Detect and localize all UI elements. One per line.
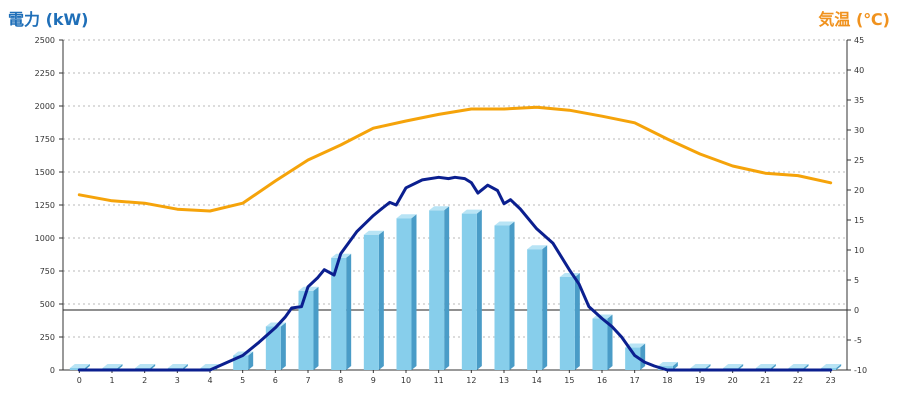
x-tick-label: 11 (434, 376, 444, 385)
x-tick-label: 22 (793, 376, 803, 385)
bar-top (821, 364, 842, 369)
bar-top (396, 214, 417, 219)
bar (527, 249, 543, 370)
bar (265, 326, 281, 370)
bar (461, 213, 477, 370)
bar-side (248, 351, 254, 370)
left-tick-label: 250 (40, 333, 55, 342)
bar (494, 225, 510, 370)
right-axis-title: 気温 (℃) (818, 10, 890, 29)
x-tick-label: 1 (109, 376, 114, 385)
bar (625, 347, 641, 370)
left-tick-label: 1250 (35, 201, 55, 210)
left-tick-label: 2000 (35, 102, 55, 111)
bar-top (690, 364, 711, 369)
bar (429, 210, 445, 370)
bar-side (313, 286, 319, 370)
x-tick-label: 3 (175, 376, 180, 385)
x-tick-label: 7 (305, 376, 310, 385)
x-tick-label: 5 (240, 376, 245, 385)
x-tick-label: 13 (499, 376, 509, 385)
bar-top (102, 364, 123, 369)
bar-top (723, 364, 744, 369)
bar-top (527, 245, 548, 250)
bar-side (509, 221, 515, 370)
right-tick-label: 30 (854, 126, 864, 135)
bar-top (494, 221, 515, 226)
x-tick-label: 6 (273, 376, 278, 385)
right-tick-label: 45 (854, 36, 864, 45)
bar (396, 218, 412, 370)
power-line (77, 175, 833, 372)
x-tick-label: 16 (597, 376, 607, 385)
bar-side (607, 314, 613, 370)
bar-side (640, 343, 646, 370)
x-tick-label: 10 (401, 376, 411, 385)
right-tick-label: 5 (854, 276, 859, 285)
x-tick-label: 0 (77, 376, 82, 385)
right-tick-label: 20 (854, 186, 864, 195)
x-tick-label: 23 (826, 376, 836, 385)
right-tick-label: 10 (854, 246, 864, 255)
bar-side (836, 364, 842, 370)
x-tick-label: 14 (532, 376, 542, 385)
x-tick-label: 15 (564, 376, 574, 385)
left-tick-label: 1500 (35, 168, 55, 177)
bar-side (378, 230, 384, 370)
bar-side (444, 206, 450, 370)
bar (331, 257, 347, 370)
temperature-line (77, 105, 833, 213)
bar-side (280, 322, 286, 370)
right-tick-label: -5 (854, 336, 862, 345)
x-tick-label: 21 (760, 376, 770, 385)
x-tick-label: 8 (338, 376, 343, 385)
bar (69, 368, 85, 370)
bar-side (672, 362, 678, 370)
x-tick-label: 18 (662, 376, 672, 385)
left-tick-label: 1000 (35, 234, 55, 243)
x-tick-label: 19 (695, 376, 705, 385)
bar-side (411, 214, 417, 370)
left-tick-label: 0 (50, 366, 55, 375)
bar-top (657, 362, 678, 367)
bar-side (476, 209, 482, 370)
right-tick-label: 35 (854, 96, 864, 105)
bar-top (167, 364, 188, 369)
bar (298, 290, 314, 370)
right-tick-label: 25 (854, 156, 864, 165)
left-axis-title: 電力 (kW) (8, 10, 89, 29)
bar-top (135, 364, 156, 369)
bar-top (755, 364, 776, 369)
bar-top (69, 364, 90, 369)
left-tick-label: 750 (40, 267, 55, 276)
right-tick-label: -10 (854, 366, 867, 375)
left-tick-label: 500 (40, 300, 55, 309)
bar-top (461, 209, 482, 214)
left-tick-label: 1750 (35, 135, 55, 144)
bar-top (363, 230, 384, 235)
x-tick-label: 20 (728, 376, 738, 385)
right-tick-label: 40 (854, 66, 864, 75)
x-tick-label: 2 (142, 376, 147, 385)
x-tick-label: 4 (207, 376, 212, 385)
left-tick-label: 2250 (35, 69, 55, 78)
bar-top (788, 364, 809, 369)
bar-side (346, 253, 352, 370)
bar-side (574, 272, 580, 370)
bar-side (542, 245, 548, 370)
x-tick-label: 17 (630, 376, 640, 385)
bar (363, 234, 379, 370)
right-tick-label: 15 (854, 216, 864, 225)
left-tick-label: 2500 (35, 36, 55, 45)
right-tick-label: 0 (854, 306, 859, 315)
bar (559, 276, 575, 370)
bar (592, 318, 608, 370)
bar-top (429, 206, 450, 211)
x-tick-label: 9 (371, 376, 376, 385)
x-tick-label: 12 (466, 376, 476, 385)
